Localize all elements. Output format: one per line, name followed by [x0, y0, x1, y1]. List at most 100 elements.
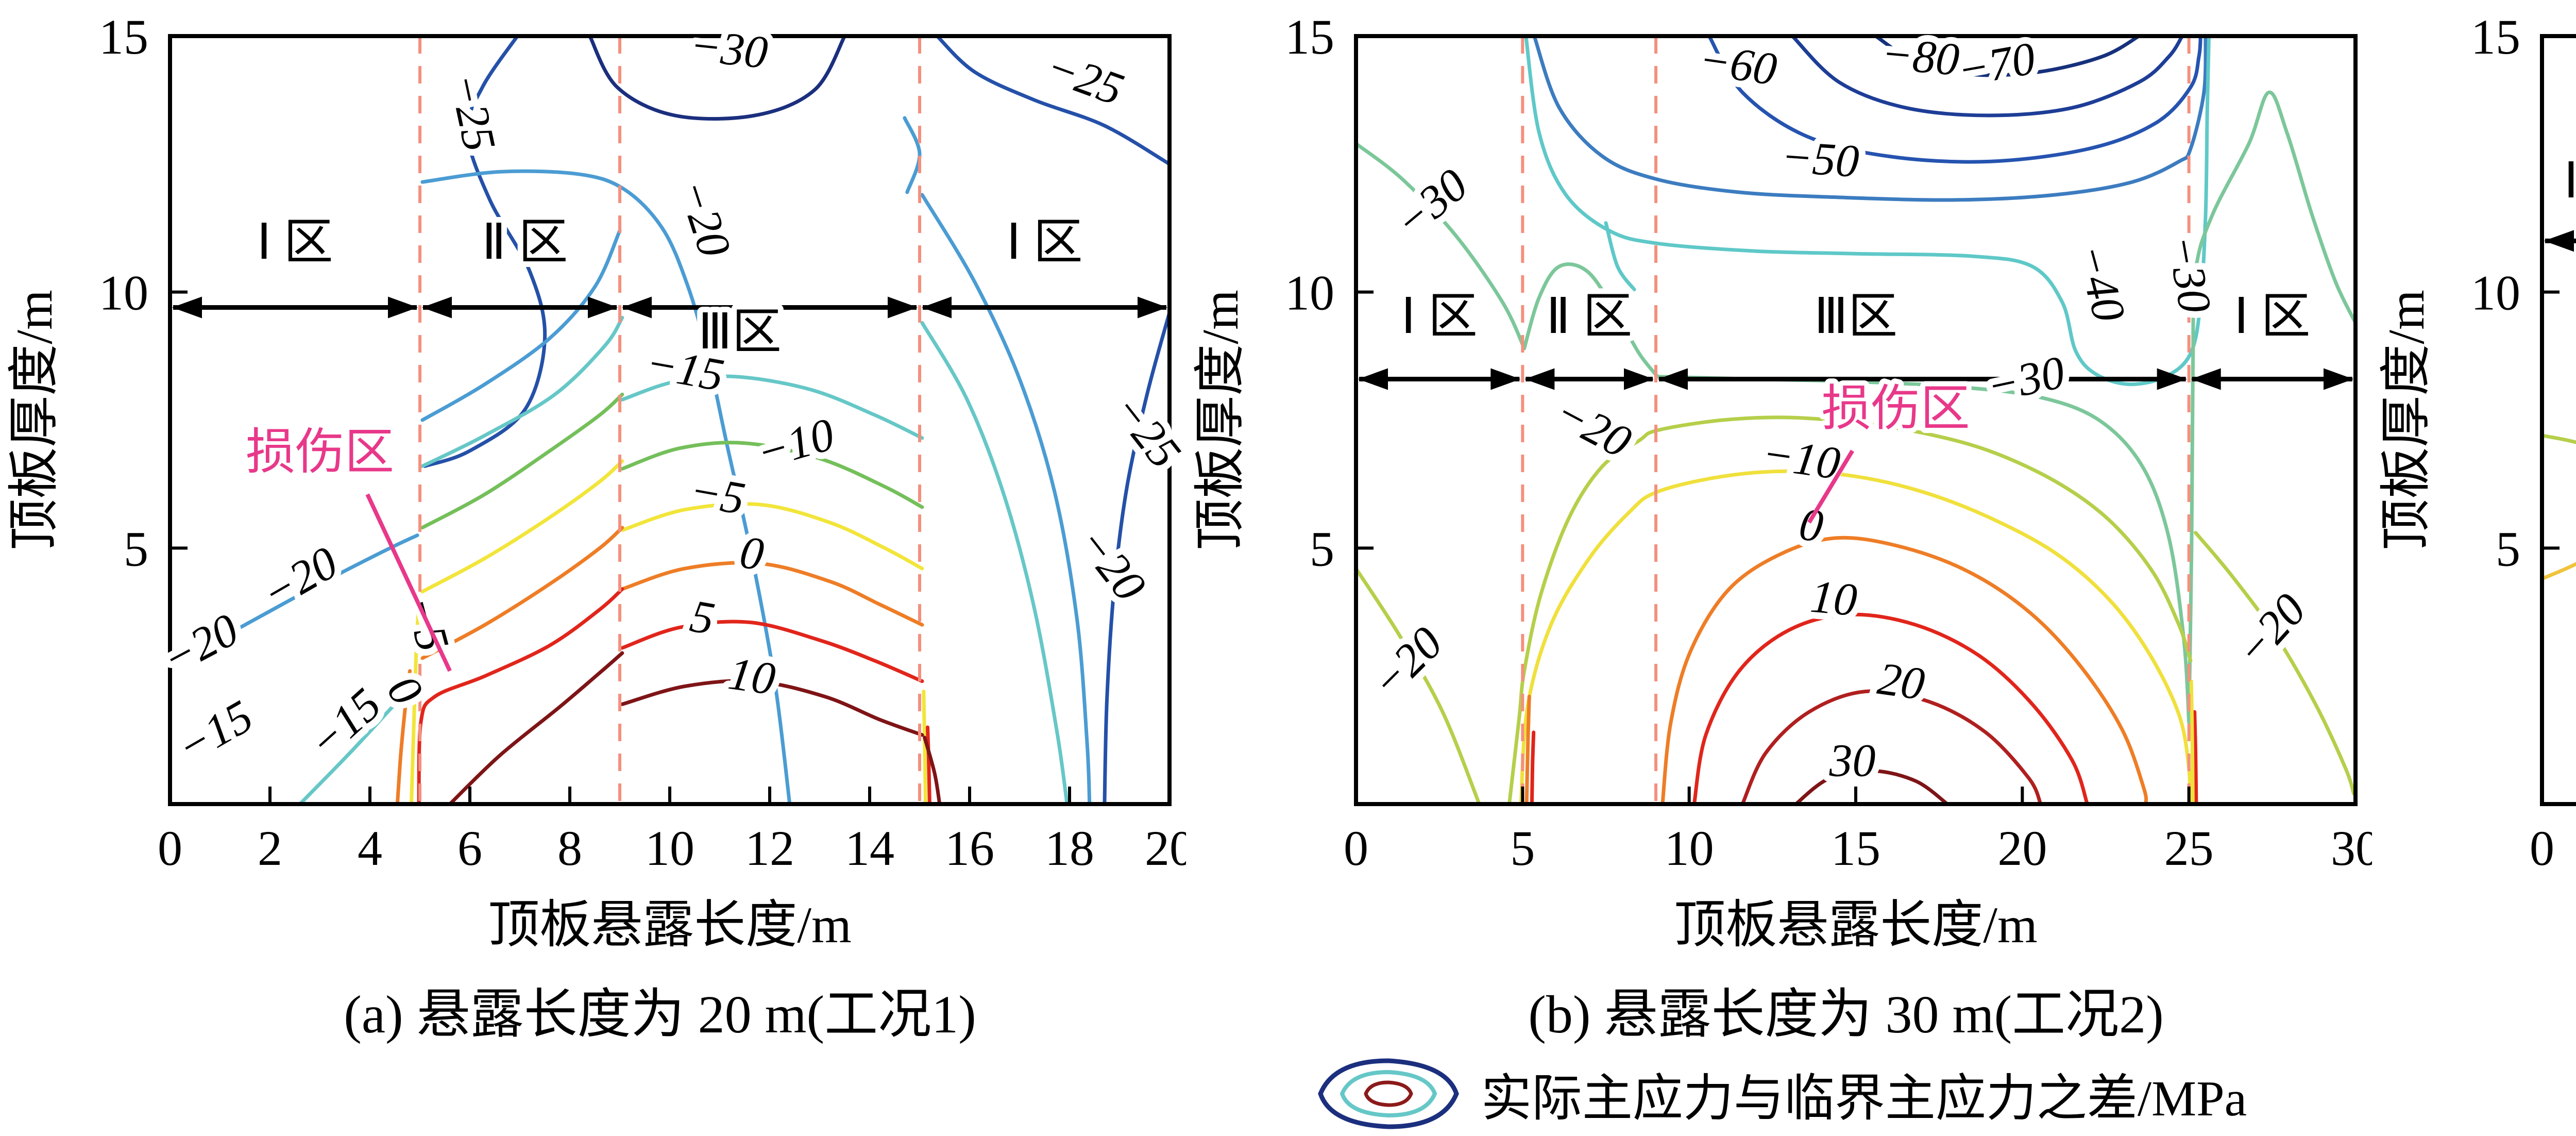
contour-label: 20	[1875, 653, 1928, 710]
contour-label: −20	[2226, 584, 2316, 676]
contour-line-level-10	[2193, 710, 2198, 804]
contour-line-level--25	[1103, 310, 1170, 804]
contour-line-level--20	[420, 169, 792, 804]
x-tick-label: 10	[1665, 821, 1714, 876]
contour-label: −30	[2157, 231, 2221, 317]
arrowhead-icon	[588, 296, 618, 319]
x-axis-label: 顶板悬露长度/m	[488, 896, 852, 954]
contour-line-level--5	[410, 603, 421, 804]
y-tick-label: 15	[2471, 9, 2520, 64]
contour-line-level--70	[1790, 36, 2184, 118]
contour-line-level--25	[935, 36, 1170, 166]
arrowhead-icon	[172, 296, 202, 319]
y-tick-label: 10	[99, 265, 148, 321]
contour-rings-icon	[1318, 1058, 1459, 1129]
arrowhead-icon	[422, 296, 452, 319]
zone-label: Ⅱ 区	[1546, 289, 1632, 344]
contour-line-level--20	[2194, 531, 2355, 796]
contour-label: −30	[688, 20, 770, 78]
legend-ring	[1318, 1058, 1459, 1129]
arrowhead-icon	[2157, 368, 2187, 390]
contour-label: −25	[439, 69, 505, 156]
arrowhead-icon	[2544, 230, 2574, 252]
x-tick-label: 18	[1045, 821, 1094, 876]
contour-legend-icon	[1311, 1050, 1466, 1136]
damage-zone-pointer	[1807, 449, 1854, 524]
contour-line-level-0	[1524, 694, 1531, 804]
y-tick-label: 15	[1285, 9, 1334, 64]
arrowhead-icon	[1138, 296, 1167, 319]
contour-line-level-10	[923, 736, 942, 804]
arrowhead-icon	[922, 296, 952, 319]
y-tick-label: 15	[99, 9, 148, 64]
contour-line-level--20	[1356, 566, 1481, 804]
arrowhead-icon	[2191, 368, 2221, 390]
contour-line-level--20	[903, 116, 922, 194]
contour-line-level--30	[2187, 90, 2355, 724]
contour-line-level--40	[1604, 221, 1636, 292]
x-tick-label: 12	[745, 821, 794, 876]
contour-line-level-20	[1740, 689, 2043, 804]
contour-label: −20	[668, 173, 740, 263]
zone-label: Ⅰ 区	[1401, 289, 1478, 344]
y-tick-label: 5	[2496, 521, 2520, 576]
x-tick-label: 5	[1510, 821, 1535, 876]
contour-line-level-10	[448, 651, 624, 804]
y-tick-label: 10	[1285, 265, 1334, 321]
contour-line-level--5	[420, 459, 624, 594]
arrowhead-icon	[1524, 368, 1555, 390]
contour-line-level--80	[1874, 36, 2141, 77]
y-tick-label: 10	[2471, 265, 2520, 321]
arrowhead-icon	[1490, 368, 1521, 390]
panel-caption-c: (c) 悬露长度为 40 m(工况3)	[2439, 970, 2576, 1048]
contour-line-level-10	[1530, 730, 1536, 804]
arrowhead-icon	[2324, 368, 2353, 390]
x-tick-label: 2	[258, 821, 282, 876]
zone-label: Ⅰ 区	[2564, 153, 2576, 208]
zone-label: Ⅱ 区	[482, 214, 568, 270]
contour-line-level-10	[1692, 612, 2089, 804]
contour-label: −20	[1547, 387, 1639, 468]
damage-zone-label: 损伤区	[246, 424, 394, 479]
contour-line-level--40	[2542, 433, 2576, 444]
contour-line-level-0	[395, 669, 412, 804]
contour-label: −5	[686, 465, 749, 525]
x-tick-label: 6	[457, 821, 482, 876]
contour-line-level-5	[926, 725, 931, 804]
contour-line-level--50	[1532, 36, 2208, 202]
contour-label: −60	[1696, 34, 1780, 95]
contour-line-level--30	[588, 36, 846, 121]
contour-line-level--10	[420, 392, 624, 530]
contour-label: −30	[1385, 159, 1477, 248]
contour-label: −50	[1780, 131, 1860, 187]
contour-label: −10	[1759, 428, 1843, 490]
contour-line-level--20	[170, 533, 419, 668]
arrowhead-icon	[622, 296, 652, 319]
zone-label: Ⅲ区	[1814, 289, 1897, 344]
panel-caption-b: (b) 悬露长度为 30 m(工况2)	[1528, 985, 2164, 1044]
contour-label: −25	[1040, 41, 1130, 115]
contour-line-level--30	[1356, 142, 1527, 350]
contour-line-level--60	[1707, 36, 2202, 164]
x-tick-label: 14	[845, 821, 894, 876]
arrowhead-icon	[388, 296, 418, 319]
zone-label: Ⅲ区	[698, 304, 782, 359]
panel-caption-a: (a) 悬露长度为 20 m(工况1)	[344, 985, 976, 1044]
contour-line-level--15	[420, 315, 624, 468]
contour-line-level--10	[2189, 679, 2195, 804]
contour-label: 0	[737, 527, 767, 580]
contour-label: −20	[1067, 518, 1156, 611]
contour-label: −20	[1361, 617, 1452, 709]
contour-label: 30	[1829, 735, 1876, 786]
contour-line-level-30	[1794, 769, 1950, 804]
contour-label: 5	[687, 591, 719, 645]
x-tick-label: 4	[358, 821, 382, 876]
zone-label: Ⅰ 区	[257, 214, 333, 270]
arrowhead-icon	[1624, 368, 1654, 390]
contour-label: −15	[299, 679, 391, 769]
contour-label: −15	[168, 691, 261, 774]
contour-label: 0	[1796, 498, 1826, 552]
x-tick-label: 16	[945, 821, 994, 876]
